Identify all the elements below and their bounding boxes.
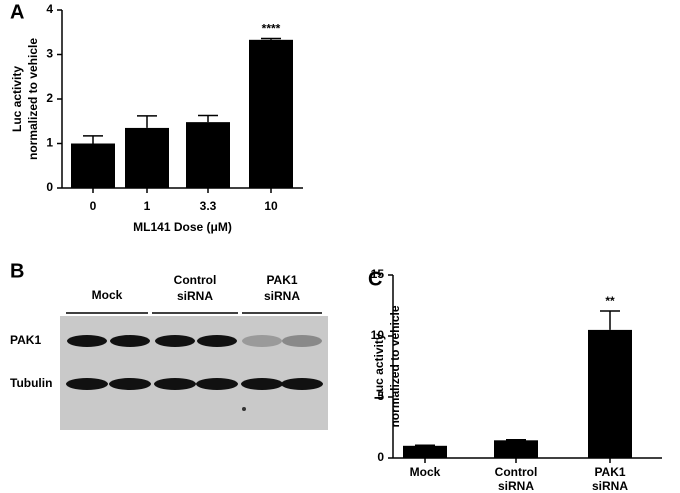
y-tick-label: 5 — [377, 389, 384, 403]
band — [282, 335, 322, 347]
bar — [249, 39, 293, 188]
x-tick-label: 10 — [264, 199, 278, 213]
x-tick-label-line: Control — [495, 465, 538, 479]
bar — [403, 445, 447, 458]
y-tick-label: 10 — [371, 328, 385, 342]
panel-label: B — [10, 260, 24, 282]
x-tick-label: Control siRNA — [495, 465, 538, 493]
group-label: Control siRNA — [174, 273, 217, 303]
error-bar — [137, 115, 157, 128]
panel-label: A — [10, 1, 24, 23]
y-tick-label: 15 — [371, 267, 385, 281]
bar — [186, 122, 230, 188]
group-label: Mock — [92, 288, 123, 302]
blot-speck — [242, 407, 246, 411]
band — [241, 378, 283, 390]
x-axis-label: ML141 Dose (μM) — [133, 220, 232, 234]
error-bar — [415, 444, 435, 446]
x-tick-label-line: 0 — [90, 199, 97, 213]
x-tick-label-line: 1 — [144, 199, 151, 213]
panel-label: C — [368, 268, 382, 290]
significance: ** — [605, 294, 615, 308]
band — [242, 335, 282, 347]
y-axis-label: Luc activity — [10, 66, 24, 132]
y-axis-label: normalized to vehicle — [26, 38, 40, 160]
bar — [71, 143, 115, 188]
x-tick-label: 0 — [90, 199, 97, 213]
error-bar — [198, 114, 218, 123]
group-label-line: Mock — [92, 288, 123, 302]
band — [281, 378, 323, 390]
error-bar — [83, 135, 103, 144]
x-tick-label-line: siRNA — [592, 479, 628, 493]
group-label-line: siRNA — [264, 289, 300, 303]
x-tick-label-line: siRNA — [498, 479, 534, 493]
x-tick-label: 1 — [144, 199, 151, 213]
group-label-line: PAK1 — [266, 273, 297, 287]
x-tick-label-line: 10 — [264, 199, 278, 213]
group-label: PAK1 siRNA — [264, 273, 300, 303]
x-tick-label-line: 3.3 — [200, 199, 217, 213]
y-tick-label: 2 — [46, 91, 53, 105]
y-axis-label: Luc activity — [372, 333, 386, 399]
bar — [588, 329, 632, 458]
y-tick-label: 4 — [46, 2, 53, 16]
y-tick-label: 1 — [46, 136, 53, 150]
band — [67, 335, 107, 347]
band — [109, 378, 151, 390]
y-tick-label: 3 — [46, 47, 53, 61]
band — [110, 335, 150, 347]
row-label: PAK1 — [10, 333, 41, 347]
band — [154, 378, 196, 390]
error-bar — [261, 37, 281, 40]
group-label-line: Control — [174, 273, 217, 287]
x-tick-label: 3.3 — [200, 199, 217, 213]
bar — [125, 127, 169, 188]
band — [66, 378, 108, 390]
band — [155, 335, 195, 347]
blot-membrane — [60, 316, 328, 430]
bar — [494, 440, 538, 458]
x-tick-label-line: Mock — [410, 465, 441, 479]
row-label: Tubulin — [10, 376, 52, 390]
y-tick-label: 0 — [377, 450, 384, 464]
x-tick-label: PAK1 siRNA — [592, 465, 628, 493]
band — [196, 378, 238, 390]
x-tick-label-line: PAK1 — [594, 465, 625, 479]
band — [197, 335, 237, 347]
x-tick-label: Mock — [410, 465, 441, 479]
significance: **** — [262, 22, 281, 36]
y-axis-label: normalized to vehicle — [388, 305, 402, 427]
y-tick-label: 0 — [46, 180, 53, 194]
error-bar — [600, 310, 620, 330]
error-bar — [506, 438, 526, 441]
group-label-line: siRNA — [177, 289, 213, 303]
